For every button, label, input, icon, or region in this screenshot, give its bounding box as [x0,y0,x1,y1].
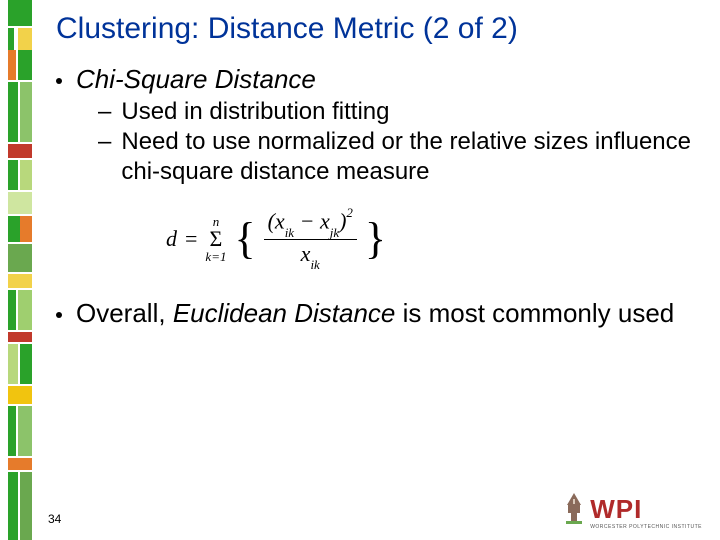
bullet-row: Chi-Square Distance [56,64,702,95]
wpi-logo: WPI WORCESTER POLYTECHNIC INSTITUTE [562,491,702,530]
deco-segment [18,406,32,456]
sub-bullet-text: Used in distribution fitting [121,97,702,127]
left-brace-icon: { [234,217,255,261]
deco-segment [18,50,32,80]
bullet-dot-icon [56,78,62,84]
bullet-text-italic: Euclidean Distance [173,298,396,328]
bullets-area: Chi-Square Distance–Used in distribution… [56,64,702,329]
bullet-dot-icon [56,312,62,318]
deco-segment [20,216,32,242]
bullet-text-before: Overall, [76,298,173,328]
deco-segment [8,472,18,540]
slide-number: 34 [48,512,61,526]
bullet-text: Chi-Square Distance [76,64,316,95]
deco-segment [20,344,32,384]
sub-bullet-list: –Used in distribution fitting–Need to us… [98,97,702,187]
bullet-text-after: is most commonly used [395,298,674,328]
left-decoration-bar [0,0,36,540]
logo-text: WPI [590,496,702,522]
deco-segment [18,290,32,330]
deco-segment [8,290,16,330]
deco-segment [18,28,32,50]
deco-segment [20,82,32,142]
deco-segment [8,144,32,158]
deco-segment [8,344,18,384]
sigma-bottom: k=1 [205,250,226,263]
bullet-row: Overall, Euclidean Distance is most comm… [56,298,702,329]
deco-segment [8,274,32,288]
chi-square-formula: d=nΣk=1{(xik − xjk)2xik} [166,209,702,270]
logo-subtitle: WORCESTER POLYTECHNIC INSTITUTE [590,524,702,530]
deco-segment [8,28,14,50]
bullet-text-italic: Chi-Square Distance [76,64,316,94]
logo-text-block: WPI WORCESTER POLYTECHNIC INSTITUTE [590,496,702,530]
deco-segment [20,472,32,540]
fraction-denominator: xik [297,240,324,270]
sub-bullet-text: Need to use normalized or the relative s… [121,127,702,187]
formula-block: d=nΣk=1{(xik − xjk)2xik} [166,209,702,270]
deco-segment [8,244,32,272]
sub-bullet-row: –Used in distribution fitting [98,97,702,127]
sigma-icon: nΣk=1 [205,215,226,263]
fraction-numerator: (xik − xjk)2 [264,209,357,240]
slide-title: Clustering: Distance Metric (2 of 2) [56,12,702,46]
deco-segment [8,50,16,80]
deco-segment [8,0,32,26]
dash-icon: – [98,127,111,157]
slide-content: Clustering: Distance Metric (2 of 2) Chi… [56,12,702,331]
deco-segment [8,332,32,342]
sigma-symbol: Σ [210,228,223,250]
slide: Clustering: Distance Metric (2 of 2) Chi… [0,0,720,540]
deco-segment [20,160,32,190]
deco-segment [8,192,32,214]
deco-segment [8,82,18,142]
sub-bullet-row: –Need to use normalized or the relative … [98,127,702,187]
deco-segment [8,458,32,470]
dash-icon: – [98,97,111,127]
right-brace-icon: } [365,217,386,261]
tower-icon [562,491,586,530]
formula-lhs: d [166,226,177,252]
formula-eq: = [185,226,197,252]
deco-segment [8,160,18,190]
bullet-text: Overall, Euclidean Distance is most comm… [76,298,674,329]
deco-segment [8,216,20,242]
deco-segment [8,386,32,404]
deco-segment [8,406,16,456]
fraction: (xik − xjk)2xik [264,209,357,270]
